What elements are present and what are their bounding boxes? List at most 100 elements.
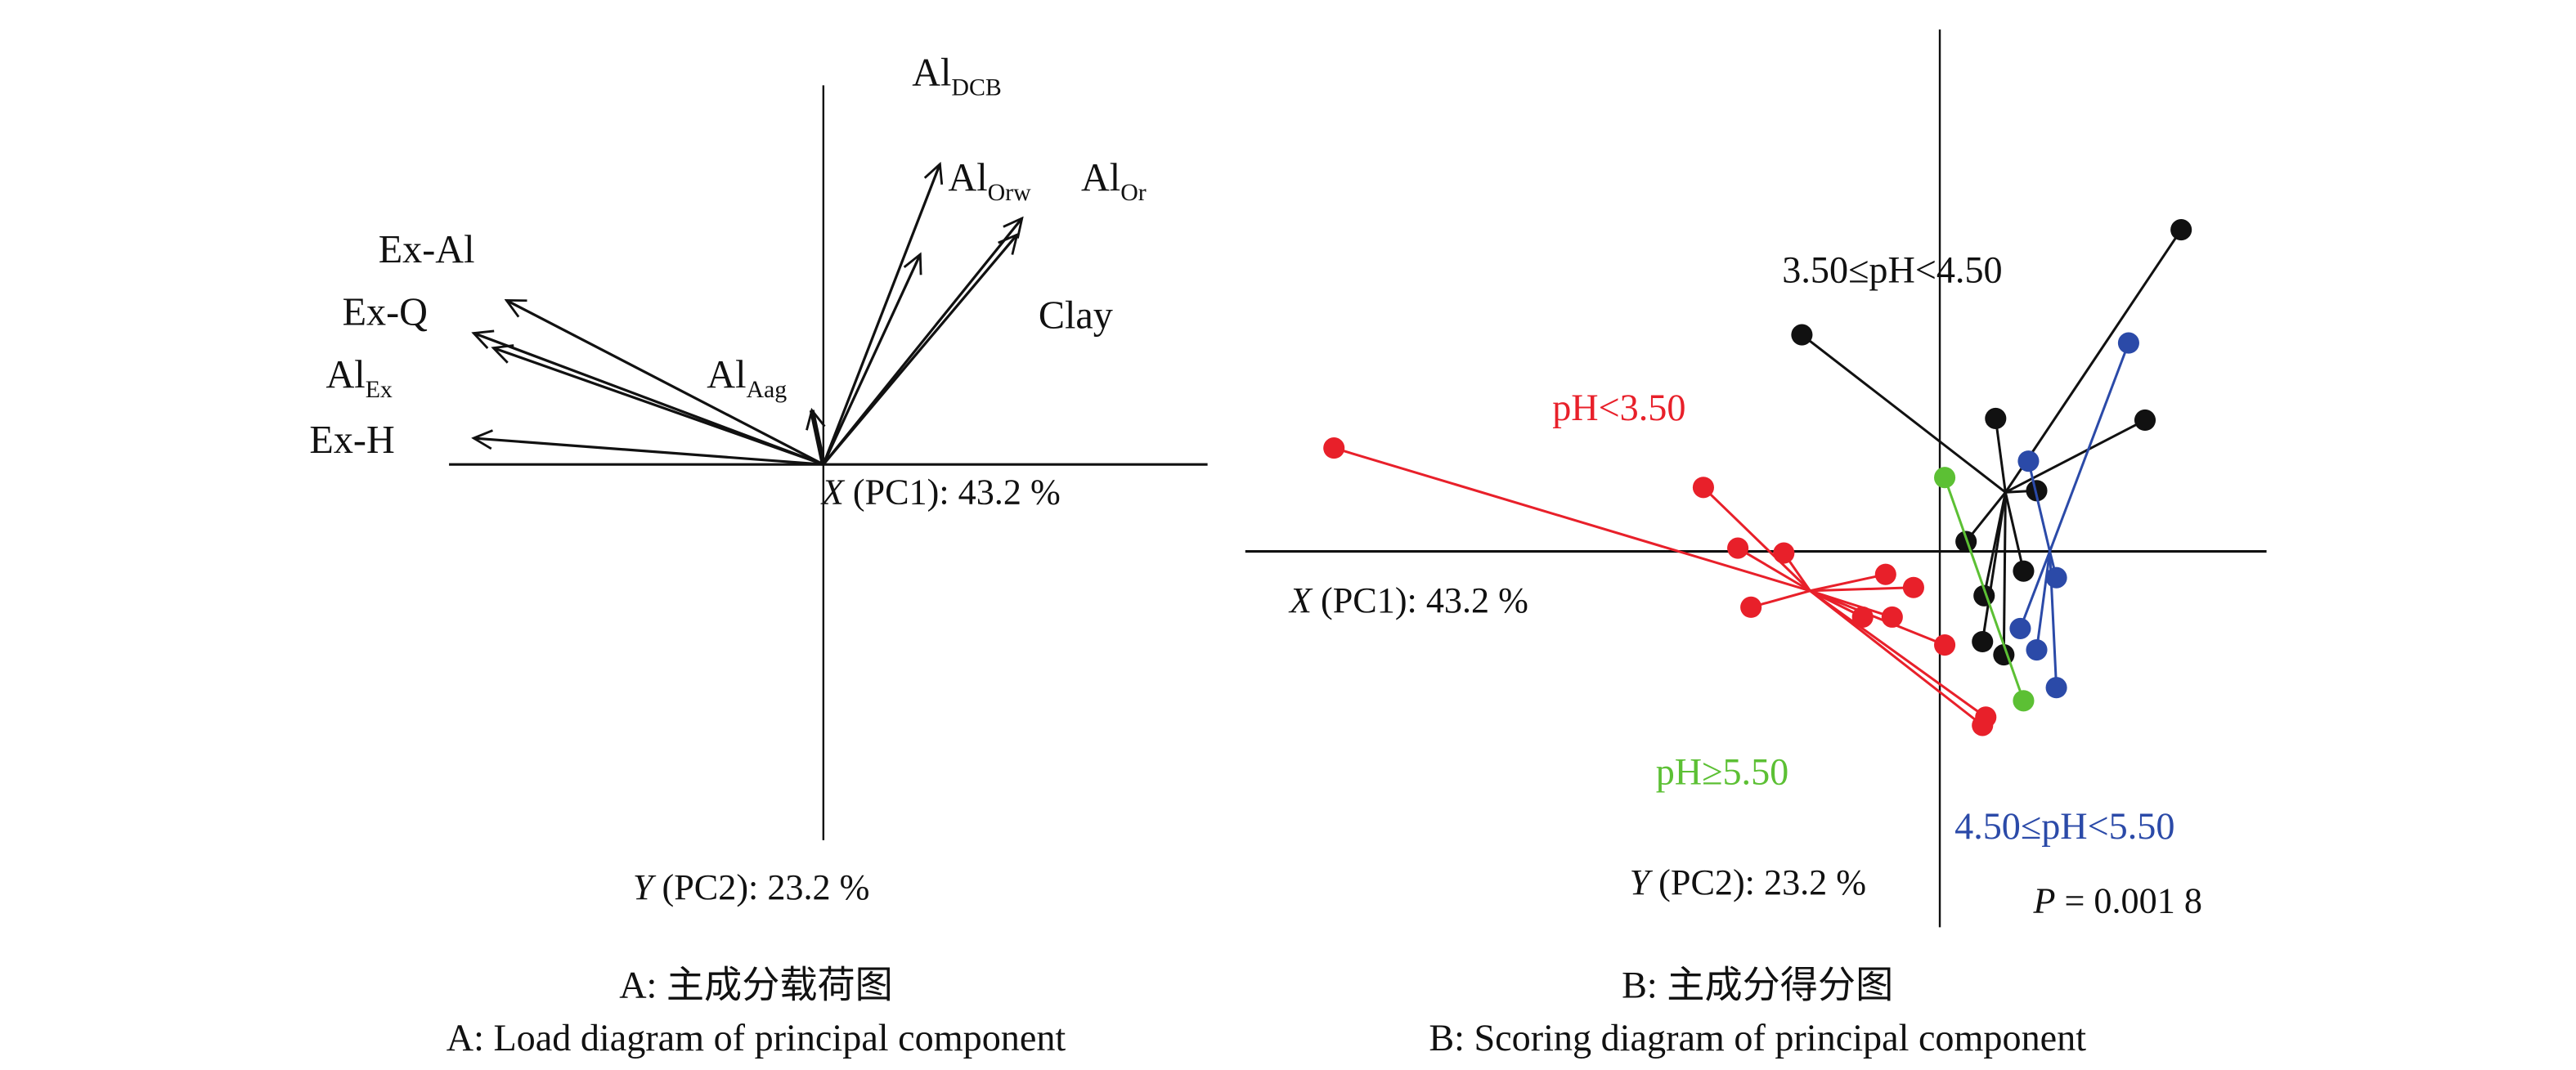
- spider-line: [2002, 492, 2007, 656]
- group-label: pH≥5.50: [1656, 751, 1789, 793]
- loading-label-sub: Or: [1120, 179, 1147, 206]
- spider-line: [1943, 477, 1986, 590]
- loading-label: AlEx: [326, 353, 393, 403]
- score-point: [1902, 576, 1924, 598]
- x-axis-label-main: (PC1): 43.2 %: [844, 472, 1061, 512]
- loading-arrow: [473, 438, 824, 466]
- loading-label: AlAag: [707, 353, 787, 403]
- loading-label: Ex-Q: [343, 291, 428, 334]
- loading-arrow: [493, 348, 824, 466]
- loading-label-main: Ex-H: [309, 419, 394, 462]
- score-point: [2009, 617, 2031, 639]
- loading-label-main: Ex-Al: [379, 228, 475, 271]
- loading-label-main: Clay: [1039, 294, 1113, 338]
- score-point: [2045, 677, 2067, 699]
- score-point: [1881, 606, 1903, 628]
- spider-line: [1982, 589, 2025, 701]
- loading-arrow: [812, 410, 826, 465]
- group-label: 4.50≤pH<5.50: [1954, 805, 2174, 847]
- group-label: pH<3.50: [1552, 387, 1685, 428]
- loading-label: Clay: [1039, 294, 1113, 338]
- score-point: [1692, 477, 1714, 499]
- spider-line: [2004, 419, 2146, 494]
- loading-label-sub: Ex: [366, 376, 393, 403]
- loading-label-main: Al: [1081, 156, 1120, 199]
- spider-line: [2026, 460, 2052, 552]
- loading-label-main: Ex-Q: [343, 291, 428, 334]
- score-point: [2026, 638, 2048, 661]
- spider-line: [2019, 551, 2051, 629]
- score-point: [2045, 566, 2067, 589]
- spider-line: [1809, 589, 1984, 727]
- group-label: 3.50≤pH<4.50: [1782, 248, 2002, 290]
- score-point: [1874, 563, 1896, 585]
- p-value-label: P = 0.001 8: [2032, 880, 2201, 920]
- loading-label-main: Al: [912, 51, 951, 94]
- spider-line: [1809, 589, 1987, 719]
- loading-label: AlOrw: [948, 156, 1031, 206]
- x-axis-label: X (PC1): 43.2 %: [820, 472, 1061, 512]
- y-axis-label-var: Y: [633, 867, 657, 907]
- score-plot: pH<3.50 3.50≤pH<4.50 4.50≤pH<5.50 pH≥5.50 X …: [1245, 29, 2267, 928]
- group-label-main: pH<3.50: [1552, 387, 1685, 428]
- score-point: [1972, 714, 1994, 736]
- y-axis-label-var: Y: [1630, 862, 1654, 902]
- score-point: [1934, 467, 1956, 489]
- score-point: [1972, 630, 1994, 653]
- score-point: [1985, 407, 2007, 430]
- spider-line: [1809, 589, 1945, 647]
- score-point: [1791, 324, 1813, 346]
- spider-line: [2004, 229, 2183, 494]
- spider-line: [2035, 551, 2052, 651]
- score-point: [1934, 633, 1956, 656]
- y-axis-label: Y (PC2): 23.2 %: [633, 867, 870, 907]
- loading-label-main: Al: [707, 353, 746, 396]
- score-point: [2170, 219, 2192, 241]
- x-axis-label-main: (PC1): 43.2 %: [1312, 580, 1528, 620]
- x-axis-label-var: X: [820, 472, 846, 512]
- loading-arrow: [506, 300, 824, 466]
- score-point: [2134, 409, 2156, 432]
- group-label-main: pH≥5.50: [1656, 751, 1789, 793]
- score-point: [2013, 690, 2035, 712]
- p-value-label-main: = 0.001 8: [2055, 880, 2201, 920]
- loading-label-main: Al: [948, 156, 987, 199]
- loading-arrow: [822, 164, 940, 465]
- caption-b-cn: B: 主成分得分图: [1622, 965, 1893, 1006]
- spider-line: [1994, 418, 2007, 493]
- spider-line: [1333, 446, 1811, 593]
- caption-b-en: B: Scoring diagram of principal componen…: [1429, 1017, 2086, 1059]
- y-axis-label: Y (PC2): 23.2 %: [1630, 862, 1867, 902]
- loading-label: Ex-H: [309, 419, 394, 462]
- spider-line: [2049, 342, 2130, 553]
- loading-label-sub: Orw: [988, 179, 1032, 206]
- loading-arrow: [822, 254, 920, 465]
- loading-label-sub: Aag: [746, 376, 787, 403]
- score-point: [1851, 606, 1874, 628]
- spider-line: [1702, 486, 1811, 592]
- spider-line: [1737, 547, 1811, 593]
- score-point: [2117, 332, 2139, 354]
- score-point: [2013, 560, 2035, 582]
- loading-label-sub: DCB: [951, 74, 1001, 101]
- p-value-label-var: P: [2032, 880, 2055, 920]
- spider-line: [1810, 586, 1914, 593]
- caption-a-cn: A: 主成分载荷图: [619, 965, 893, 1006]
- loading-label: AlDCB: [912, 51, 1002, 101]
- group-label-main: 3.50≤pH<4.50: [1782, 248, 2002, 290]
- score-point: [2017, 450, 2040, 472]
- caption-a-en: A: Load diagram of principal component: [447, 1017, 1066, 1059]
- loading-label: AlOr: [1081, 156, 1147, 206]
- y-axis-label-main: (PC2): 23.2 %: [1649, 862, 1866, 902]
- y-axis-label-main: (PC2): 23.2 %: [653, 867, 870, 907]
- spider-line: [1981, 492, 2007, 642]
- x-axis-label-var: X: [1288, 580, 1313, 620]
- score-point: [1773, 542, 1795, 564]
- spider-line: [1801, 334, 2007, 494]
- spider-line: [1810, 573, 1887, 593]
- loading-label-main: Al: [326, 353, 366, 396]
- loading-label: Ex-Al: [379, 228, 475, 271]
- group-label-main: 4.50≤pH<5.50: [1954, 805, 2174, 847]
